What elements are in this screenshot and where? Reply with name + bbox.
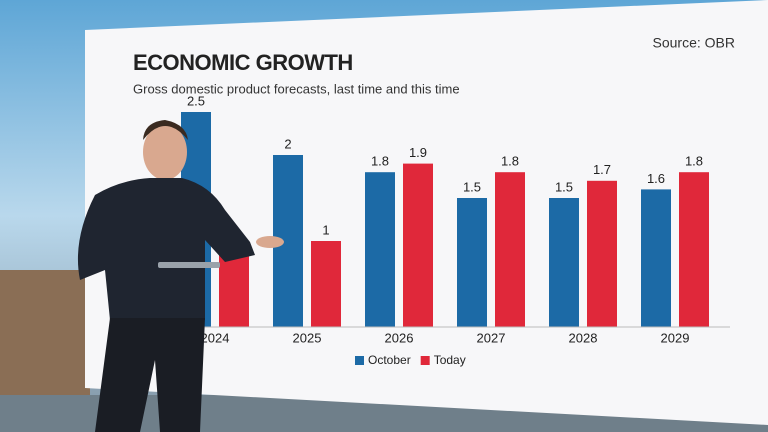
legend-label: October	[368, 353, 411, 367]
bar	[495, 172, 525, 327]
x-tick-label: 2024	[201, 330, 230, 345]
legend-swatch	[420, 356, 430, 365]
x-tick-label: 2025	[293, 330, 322, 345]
hand	[256, 236, 284, 248]
value-label: 1.8	[371, 154, 389, 169]
bar	[311, 241, 341, 327]
value-label: 1.8	[501, 154, 519, 169]
head	[143, 124, 187, 180]
presenter	[77, 120, 284, 432]
building	[0, 270, 90, 400]
legend-label: Today	[434, 353, 466, 367]
chart-subtitle: Gross domestic product forecasts, last t…	[133, 81, 460, 96]
value-label: 1.5	[555, 179, 573, 194]
value-label: 1.8	[685, 154, 703, 169]
bar	[679, 172, 709, 327]
bar	[587, 180, 617, 327]
bar	[641, 189, 671, 327]
value-label: 1.6	[647, 171, 665, 186]
value-label: 2	[284, 136, 291, 151]
value-label: 1	[322, 222, 329, 237]
hair	[143, 120, 188, 140]
bar	[549, 198, 579, 327]
x-tick-label: 2027	[477, 330, 506, 345]
value-label: 2.5	[187, 93, 205, 108]
value-label: 1.9	[409, 145, 427, 160]
chart-title: ECONOMIC GROWTH	[133, 50, 353, 75]
bar	[365, 172, 395, 327]
bar	[457, 198, 487, 327]
trousers	[95, 318, 205, 432]
value-label: 1.7	[593, 162, 611, 177]
tablet	[158, 262, 220, 268]
x-tick-label: 2026	[385, 330, 414, 345]
legend-swatch	[355, 356, 364, 365]
bar	[219, 249, 249, 327]
source: Source: OBR	[653, 35, 735, 51]
x-tick-label: 2029	[661, 330, 690, 345]
sweater	[77, 178, 255, 320]
value-label: 1.5	[463, 179, 481, 194]
bar	[403, 163, 433, 327]
x-tick-label: 2028	[569, 330, 598, 345]
